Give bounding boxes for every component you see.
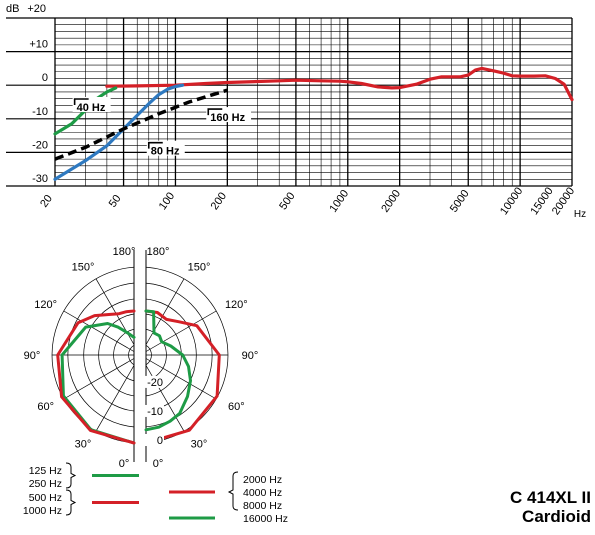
polar-angle-label: 90°	[24, 350, 41, 362]
polar-grid-spoke	[63, 310, 141, 356]
polar-angle-label: 180°	[147, 246, 170, 258]
polar-grid-spoke	[63, 354, 141, 400]
polar-grid-spoke	[95, 278, 141, 356]
polar-curves	[56, 309, 221, 445]
polar-angle-label: 90°	[242, 350, 259, 362]
polar-curve-red	[144, 309, 221, 445]
y-tick-label: +20	[27, 3, 46, 15]
polar-radial-label: 0	[157, 435, 163, 447]
polar-grid-spoke	[139, 310, 217, 356]
x-tick-label: 200	[209, 190, 229, 212]
y-tick-label: 0	[42, 72, 48, 84]
legend-brace-icon	[65, 462, 77, 489]
polar-angle-label: 60°	[37, 401, 54, 413]
y-tick-label: -10	[32, 106, 48, 118]
annotation-label: 80 Hz	[151, 146, 180, 158]
annotation-label: 40 Hz	[77, 102, 106, 114]
legend-label: 250 Hz	[29, 478, 62, 490]
annotation-label: 160 Hz	[210, 112, 245, 124]
annotation-background	[206, 107, 252, 123]
polar-grid-spoke	[139, 354, 185, 432]
legend-label: 16000 Hz	[243, 513, 288, 525]
polar-angle-label: 120°	[225, 299, 248, 311]
x-axis-unit: Hz	[574, 209, 586, 220]
polar-curve-red	[56, 309, 136, 445]
legend-label: 2000 Hz	[243, 474, 282, 486]
frequency-response-x-tick-labels: 20 50 100 200 500 1000 2000 5000 10000 1500020000…	[38, 185, 586, 220]
model-name: C 414XL II	[510, 488, 591, 507]
polar-grid-spoke	[139, 354, 217, 400]
polar-angle-label: 60°	[228, 401, 245, 413]
y-tick-label: -20	[32, 139, 48, 151]
pattern-name: Cardioid	[522, 507, 591, 526]
rolloff-marker-icon	[73, 98, 89, 105]
legend-label: 125 Hz	[29, 465, 62, 477]
series-line-blue	[53, 83, 185, 181]
rolloff-marker-icon	[207, 108, 223, 116]
frequency-response-curves	[53, 66, 574, 181]
y-axis-unit: dB	[6, 3, 19, 15]
polar-angle-label: 0°	[119, 458, 130, 470]
polar-angle-label: 120°	[34, 299, 57, 311]
annotation-background	[146, 140, 185, 156]
legend-label: 4000 Hz	[243, 487, 282, 499]
title-block: C 414XL II Cardioid	[510, 488, 591, 526]
annotation-background	[72, 97, 111, 112]
x-tick-label: 10000	[498, 185, 525, 217]
polar-curve-green	[144, 309, 192, 432]
polar-radial-label: -10	[147, 406, 163, 418]
frequency-response-annotations: 40 Hz 80 Hz 160 Hz	[72, 97, 252, 158]
frequency-response-y-tick-labels: dB +20 +10 0 -10 -20 -30	[6, 3, 48, 185]
rolloff-marker-icon	[147, 141, 163, 149]
polar-grid-spoke	[95, 354, 141, 432]
x-tick-label: 1000	[327, 188, 351, 215]
polar-angle-label: 180°	[113, 246, 136, 258]
x-tick-label: 500	[277, 190, 297, 212]
polar-angle-label: 150°	[72, 262, 95, 274]
legend-label: 1000 Hz	[23, 505, 62, 517]
polar-angle-label: 0°	[153, 458, 164, 470]
x-tick-label: 5000	[448, 188, 472, 215]
polar-radial-label: -20	[147, 377, 163, 389]
legend-brace-icon	[65, 489, 77, 516]
x-tick-label: 100	[157, 190, 177, 212]
polar-angle-label: 30°	[75, 438, 92, 450]
legend-label: 500 Hz	[29, 492, 62, 504]
x-tick-label: 50	[107, 193, 124, 210]
legend-brace-icon	[227, 471, 239, 511]
radial-label-background	[142, 375, 164, 388]
y-tick-label: +10	[29, 39, 48, 51]
x-tick-label: 2000	[379, 188, 403, 215]
polar-labels: 180° 180° 150° 150° 120° 120° 90° 90° 60° 60° 30° 3…	[24, 246, 259, 470]
legend-label: 8000 Hz	[243, 500, 282, 512]
series-line-black-dashed	[54, 88, 228, 161]
radial-label-background	[142, 404, 164, 417]
x-tick-label: 20	[38, 193, 55, 210]
polar-angle-label: 30°	[191, 438, 208, 450]
radial-label-background	[142, 434, 164, 446]
y-tick-label: -30	[32, 173, 48, 185]
polar-center-gap	[134, 250, 146, 462]
polar-angle-label: 150°	[188, 262, 211, 274]
polar-grid	[51, 250, 229, 462]
series-line-red	[105, 66, 574, 102]
